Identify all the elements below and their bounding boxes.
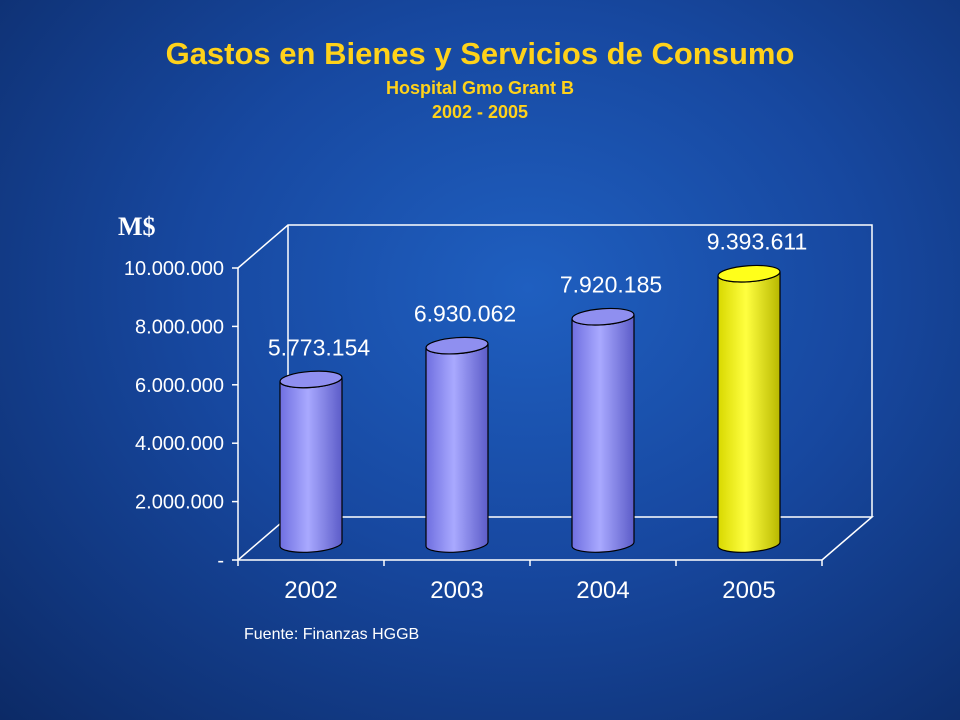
y-tick-label: - [217, 550, 224, 572]
bars [279, 264, 781, 553]
title-block: Gastos en Bienes y Servicios de Consumo … [0, 36, 960, 124]
y-tick-label: 2.000.000 [135, 492, 224, 514]
bar-body [571, 314, 635, 553]
y-axis: - 2.000.000 4.000.000 6.000.000 8.000.000 10.… [124, 258, 239, 572]
x-axis: 2002 2003 2004 2005 [237, 559, 823, 604]
chart-title: Gastos en Bienes y Servicios de Consumo [165, 36, 795, 71]
data-label: 9.393.611 [707, 229, 808, 255]
x-tick-label: 2004 [576, 577, 629, 604]
bar-body [425, 343, 489, 553]
x-tick-label: 2002 [284, 577, 337, 604]
data-label: 5.773.154 [268, 334, 371, 360]
back-wall-outline [237, 224, 873, 517]
data-label: 7.920.185 [560, 272, 662, 298]
bar-2004 [571, 307, 635, 553]
chart-subtitle: Hospital Gmo Grant B [385, 78, 574, 98]
bar-2005 [717, 264, 781, 553]
bar-top-cap [425, 336, 489, 355]
bar-body [279, 377, 343, 553]
y-tick-label: 8.000.000 [135, 316, 224, 338]
bar-top-cap [279, 370, 343, 389]
y-tick-label: 6.000.000 [135, 375, 224, 397]
y-tick-label: 10.000.000 [124, 258, 224, 280]
bar-2002 [279, 370, 343, 553]
value-labels: 5.773.154 6.930.062 7.920.185 9.393.611 [268, 229, 807, 361]
bar-top-cap [571, 307, 635, 326]
source-note: Fuente: Finanzas HGGB [244, 626, 420, 643]
bar-2003 [425, 336, 489, 553]
y-tick-label: 4.000.000 [135, 433, 224, 455]
x-tick-label: 2003 [430, 577, 483, 604]
bar-top-cap [717, 264, 781, 283]
chart-period: 2002 - 2005 [431, 102, 529, 122]
bar-body [717, 271, 781, 553]
x-tick-label: 2005 [722, 577, 775, 604]
unit-label: M$ [118, 212, 156, 241]
data-label: 6.930.062 [414, 301, 516, 327]
